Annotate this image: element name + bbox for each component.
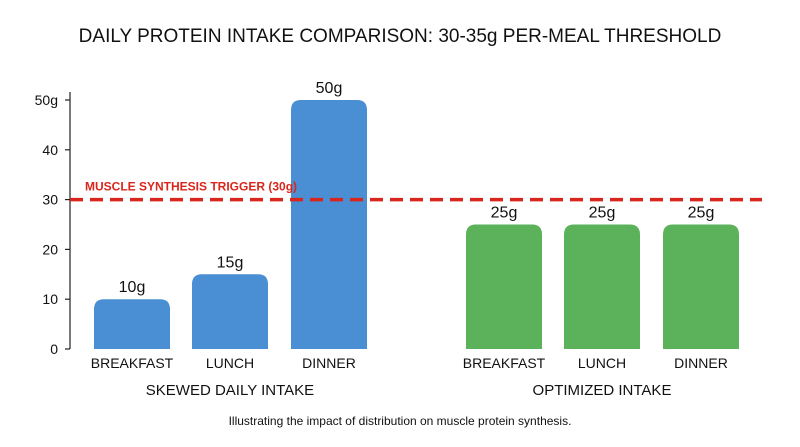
y-tick-label: 40	[42, 142, 58, 158]
bar-value-label: 25g	[589, 205, 616, 222]
category-label: BREAKFAST	[463, 355, 546, 371]
bar	[192, 274, 268, 349]
group-label: SKEWED DAILY INTAKE	[146, 382, 314, 399]
category-label: DINNER	[302, 355, 356, 371]
chart-title: DAILY PROTEIN INTAKE COMPARISON: 30-35g …	[79, 26, 722, 47]
chart-caption: Illustrating the impact of distribution …	[229, 414, 572, 428]
y-tick-label: 20	[42, 241, 58, 257]
y-tick-label: 30	[42, 192, 58, 208]
bar-value-label: 25g	[491, 205, 518, 222]
category-label: LUNCH	[578, 355, 626, 371]
bar	[466, 224, 542, 349]
y-tick-label: 10	[42, 291, 58, 307]
bar-value-label: 10g	[119, 279, 146, 296]
bar	[663, 224, 739, 349]
category-label: DINNER	[674, 355, 728, 371]
category-label: LUNCH	[206, 355, 254, 371]
bar-value-label: 25g	[688, 205, 715, 222]
bar-value-label: 15g	[217, 254, 244, 271]
category-label: BREAKFAST	[91, 355, 174, 371]
bar	[94, 299, 170, 349]
y-tick-label: 50g	[35, 92, 58, 108]
plot-area: 10g BREAKFAST 15g LUNCH 50g DINNER SKEWED DAIL…	[35, 80, 762, 399]
bar	[564, 224, 640, 349]
group-label: OPTIMIZED INTAKE	[533, 382, 672, 399]
bar-value-label: 50g	[316, 80, 343, 97]
bar	[291, 100, 367, 349]
y-tick-label: 0	[50, 341, 58, 357]
threshold-label: MUSCLE SYNTHESIS TRIGGER (30g)	[85, 180, 297, 194]
